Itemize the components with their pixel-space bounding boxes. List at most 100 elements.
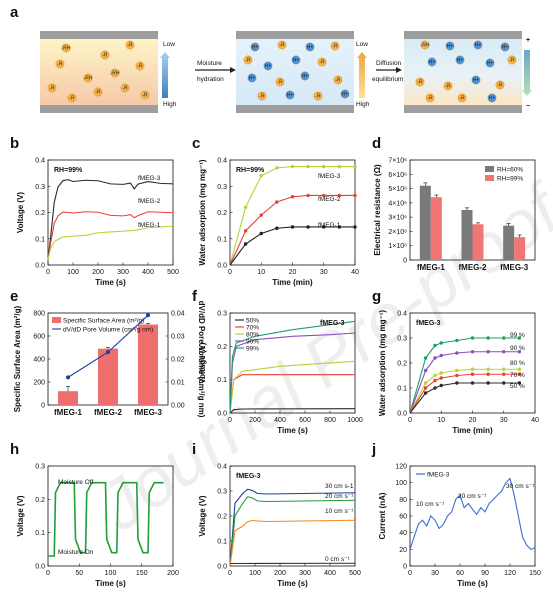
plot-frame: [409, 465, 536, 567]
cation-3-1-dot: [445, 41, 455, 51]
panel-label-c: c: [192, 135, 200, 152]
anion-1-9-dot: [67, 93, 77, 103]
anion-1-10-label: -R: [142, 93, 148, 99]
chart-annotation: RH=99%: [54, 167, 83, 174]
label-equilibrium: equilibrium: [372, 76, 403, 83]
y-tick-label: 800: [33, 311, 45, 318]
y-tick-label: 7×10⁶: [388, 158, 407, 165]
y-tick-label: 60: [399, 514, 407, 521]
anion-2-14-label: -R: [315, 94, 321, 100]
cation-2-2-dot: [305, 42, 315, 52]
y-tick-label: 0.0: [35, 564, 45, 571]
y-axis-label: Specific Surface Area (m²/g): [13, 305, 22, 412]
legend-label: dV/dD Pore Volume (cm³/g nm): [63, 327, 153, 334]
anion-1-8-label: -R: [122, 86, 128, 92]
series-label: 80 %: [510, 360, 525, 367]
y-tick-label: 0.3: [397, 336, 407, 343]
data-point: [470, 336, 475, 340]
anion-1-6-label: -R: [49, 86, 55, 92]
annotation-speed: 20 cm s⁻¹: [458, 493, 487, 500]
cation-2-8-label: H+: [249, 76, 256, 82]
anion-3-13-label: -R: [459, 96, 465, 102]
anion-1-5-label: -R: [137, 64, 143, 70]
cation-2-15-label: H+: [342, 92, 349, 98]
data-point: [259, 213, 263, 217]
panel-label-b: b: [10, 135, 19, 152]
anion-2-4-label: -R: [245, 58, 251, 64]
cation-3-5-label: H+: [457, 58, 464, 64]
x-tick-label: 200: [167, 570, 179, 577]
data-point: [259, 174, 263, 178]
y-tick-label: 6×10⁶: [388, 172, 407, 179]
y-tick-label: 0.1: [217, 377, 227, 384]
y-tick-label: 0: [403, 258, 407, 265]
y-axis-label: Water adsorption (mg mg⁻¹): [198, 159, 207, 265]
bar-RH=99%-fMEG-3: [514, 237, 526, 260]
x-tick-label: 100: [105, 570, 117, 577]
panel-label-d: d: [372, 135, 381, 152]
label-diffusion: Diffusion: [376, 60, 402, 67]
electrode-bottom-3: [404, 105, 522, 113]
y2-tick-label: 0.03: [171, 334, 185, 341]
x-tick-label: 20: [289, 269, 297, 276]
y-tick-label: 0.2: [35, 497, 45, 504]
cation-3-3-dot: [500, 42, 510, 52]
chart-b: 0 100 200 300 400 500 0.0 0.1 0.2 0.3 0.4 Time (s) V…: [16, 158, 179, 288]
data-point: [439, 353, 443, 358]
label-high-1: High: [163, 101, 177, 108]
y-tick-label: 0.2: [217, 344, 227, 351]
y-tick-label: 2×10⁶: [388, 229, 407, 236]
data-point: [353, 193, 357, 198]
data-point: [423, 368, 428, 373]
anion-3-8-dot: [415, 77, 425, 87]
label-high-2: High: [356, 101, 370, 108]
x-axis-label: Time (s): [95, 579, 126, 588]
anion-3-12-label: -R: [427, 96, 433, 102]
anion-1-4-label: -RH: [84, 76, 93, 82]
x-axis-label: Time (min): [452, 426, 493, 435]
chart-h: 0 50 100 150 200 0.0 0.1 0.2 0.3 Time (s) Voltage …: [16, 464, 179, 589]
legend-label: RH=99%: [497, 176, 523, 183]
series-label: fMEG-1: [138, 222, 161, 229]
cation-3-2-dot: [473, 40, 483, 50]
anion-1-7-label: -R: [95, 90, 101, 96]
series-label: fMEG-1: [318, 222, 341, 229]
y-tick-label: 80: [399, 497, 407, 504]
data-point: [306, 225, 310, 229]
y-axis-label: Water adsorption (mg mg⁻¹): [378, 310, 387, 416]
data-point: [433, 373, 437, 378]
series-label: 0 cm s⁻¹: [325, 556, 351, 563]
x-tick-label: 0: [46, 269, 50, 276]
data-point: [470, 372, 475, 376]
data-point: [439, 383, 443, 388]
panel-label-a: a: [10, 4, 19, 21]
anion-2-12-label: -R: [259, 94, 265, 100]
chart-i: 0 100 200 300 400 500 0.0 0.1 0.2 0.3 0.4 Time (s) V…: [198, 464, 361, 589]
electric-potential-arrow: [522, 50, 532, 96]
category-label: fMEG-3: [134, 408, 163, 417]
data-point: [243, 242, 248, 246]
anion-1-1-label: -R: [127, 43, 133, 49]
y-tick-label: 0.0: [35, 263, 45, 270]
cation-2-15-dot: [340, 89, 350, 99]
y-tick-label: 0.1: [35, 236, 45, 243]
x-tick-label: 50: [75, 570, 83, 577]
data-point: [243, 229, 248, 233]
series-label: fMEG-3: [318, 173, 341, 180]
y-tick-label: 0: [403, 564, 407, 571]
series-label: 50 %: [510, 383, 525, 390]
y-tick-label: 0.3: [217, 184, 227, 191]
cation-3-14-dot: [487, 93, 497, 103]
anion-2-7-dot: [317, 57, 327, 67]
data-point: [486, 372, 490, 376]
cation-2-13-label: H+: [287, 93, 294, 99]
data-point: [517, 350, 522, 354]
x-tick-label: 0: [408, 417, 412, 424]
data-point: [517, 372, 522, 376]
data-point: [502, 372, 506, 376]
plus-sign: +: [526, 37, 530, 44]
data-point: [423, 356, 428, 360]
anion-1-7-dot: [93, 87, 103, 97]
y-tick-label: 0.0: [217, 411, 227, 418]
series-label: 30 cm s-1: [325, 483, 354, 490]
